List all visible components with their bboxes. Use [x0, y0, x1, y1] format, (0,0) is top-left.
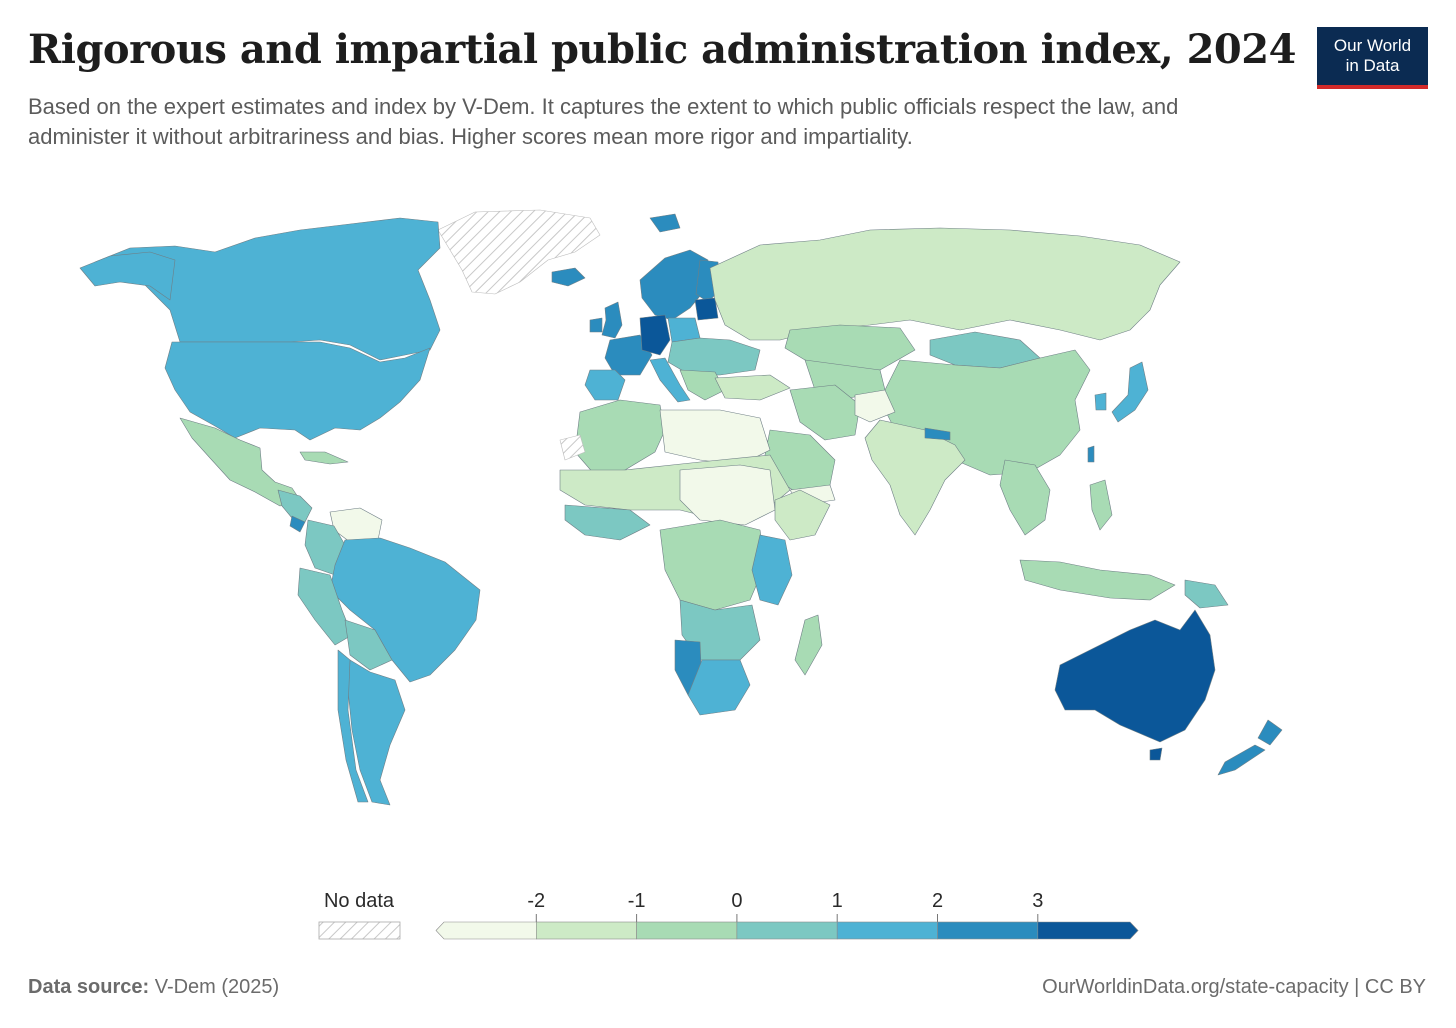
legend-bin[interactable] — [435, 921, 537, 940]
owid-logo[interactable]: Our World in Data — [1317, 27, 1428, 89]
country-greenland[interactable] — [437, 209, 601, 295]
country-indonesia[interactable] — [1019, 559, 1176, 601]
chart-subtitle: Based on the expert estimates and index … — [28, 94, 1179, 149]
country-taiwan[interactable] — [1087, 445, 1095, 463]
legend-tick-label: 0 — [731, 890, 743, 912]
country-iberia[interactable] — [584, 369, 626, 401]
country-south-africa[interactable] — [687, 659, 751, 716]
country-india[interactable] — [864, 419, 966, 536]
country-russia[interactable] — [709, 227, 1181, 341]
footer-source: Data source: V-Dem (2025) — [28, 976, 279, 999]
country-brazil[interactable] — [329, 537, 481, 683]
legend-tick-label: 1 — [831, 890, 843, 912]
country-chad-sudan[interactable] — [679, 464, 776, 526]
country-germany[interactable] — [639, 314, 671, 356]
country-norway-sweden[interactable] — [639, 249, 709, 321]
country-costa-rica[interactable] — [289, 515, 306, 533]
country-argentina[interactable] — [347, 659, 406, 806]
country-ireland[interactable] — [589, 317, 603, 333]
region-east-africa[interactable] — [751, 534, 793, 606]
country-south-korea[interactable] — [1094, 392, 1107, 411]
country-iceland[interactable] — [551, 267, 586, 287]
country-usa-alaska[interactable] — [79, 251, 176, 301]
country-australia[interactable] — [1054, 609, 1216, 743]
country-japan[interactable] — [1111, 361, 1149, 423]
country-usa[interactable] — [164, 341, 431, 441]
legend-bin[interactable] — [1037, 921, 1139, 940]
source-value[interactable]: V-Dem (2025) — [154, 976, 280, 998]
source-label: Data source: — [28, 976, 150, 998]
country-mexico[interactable] — [179, 417, 301, 507]
country-madagascar[interactable] — [794, 614, 823, 676]
country-nepal[interactable] — [924, 427, 951, 441]
country-bolivia[interactable] — [344, 619, 393, 671]
region-north-africa-west[interactable] — [574, 399, 666, 476]
legend-tick-label: -2 — [527, 890, 546, 912]
region-eastern-europe[interactable] — [667, 337, 761, 376]
country-cuba[interactable] — [299, 451, 349, 465]
legend-bin[interactable] — [736, 921, 838, 940]
legend-tick-label: -1 — [627, 890, 646, 912]
country-svalbard[interactable] — [649, 213, 681, 233]
legend-no-data-swatch — [318, 921, 401, 940]
country-turkey[interactable] — [714, 374, 791, 401]
country-iran[interactable] — [789, 384, 861, 441]
country-peru[interactable] — [297, 567, 353, 646]
country-philippines[interactable] — [1089, 479, 1113, 531]
country-estonia[interactable] — [694, 297, 719, 321]
country-canada[interactable] — [94, 217, 441, 361]
country-chile[interactable] — [337, 649, 369, 803]
chart-title: Rigorous and impartial public administra… — [28, 26, 1296, 73]
country-new-zealand[interactable] — [1217, 719, 1283, 776]
legend-bin[interactable] — [937, 921, 1039, 940]
world-map[interactable] — [0, 190, 1456, 830]
region-west-africa-coast[interactable] — [564, 504, 651, 541]
country-united-kingdom[interactable] — [601, 301, 623, 339]
legend-tick-label: 3 — [1032, 890, 1044, 912]
country-ethiopia-somalia[interactable] — [774, 489, 831, 541]
legend-tick-label: 2 — [931, 890, 944, 912]
country-australia-tasmania[interactable] — [1149, 747, 1163, 761]
legend-bin[interactable] — [535, 921, 637, 940]
country-kazakhstan[interactable] — [784, 324, 916, 371]
legend-bin[interactable] — [836, 921, 938, 940]
region-central-africa[interactable] — [659, 519, 766, 611]
legend-no-data-label: No data — [323, 890, 395, 912]
country-italy[interactable] — [649, 357, 691, 403]
country-western-sahara[interactable] — [559, 434, 586, 461]
logo-line-1: Our World — [1333, 36, 1412, 55]
region-southeast-asia[interactable] — [999, 459, 1051, 536]
country-papua-new-guinea[interactable] — [1184, 579, 1229, 609]
country-afghanistan[interactable] — [854, 389, 896, 423]
footer-url[interactable]: OurWorldinData.org/state-capacity | CC B… — [1042, 976, 1426, 998]
logo-line-2: in Data — [1345, 56, 1400, 75]
region-balkans[interactable] — [679, 369, 726, 401]
legend-bin[interactable] — [636, 921, 738, 940]
country-france[interactable] — [604, 334, 653, 376]
